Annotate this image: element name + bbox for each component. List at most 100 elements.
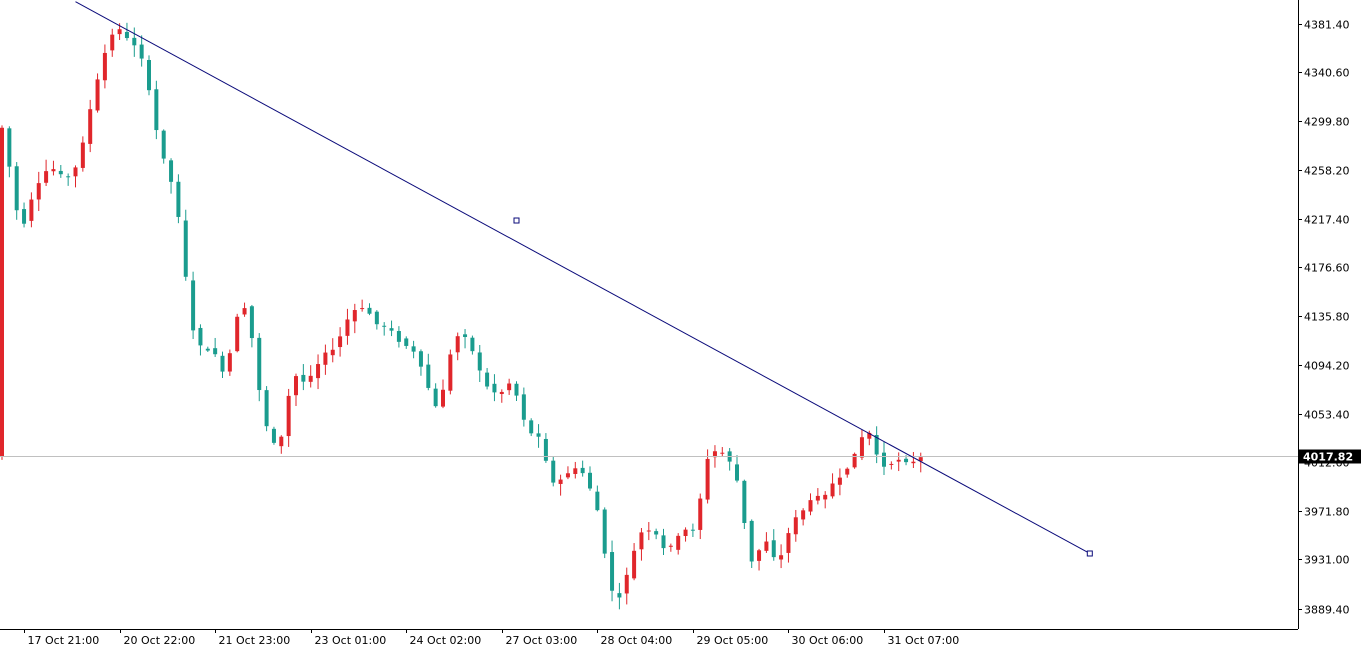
candle-body — [874, 435, 879, 455]
candle-body — [698, 498, 703, 530]
candle-body — [117, 29, 122, 35]
candle-body — [779, 555, 784, 560]
y-axis-ticks: 4381.40 4340.60 4299.80 4258.20 4217.40 4176.… — [1298, 19, 1350, 617]
candle-body — [904, 458, 909, 463]
candle-body — [808, 500, 813, 512]
candle-body — [404, 338, 409, 346]
candle-body — [742, 480, 747, 524]
candle-body — [426, 364, 431, 388]
candle-body — [286, 395, 291, 437]
candle-body — [73, 167, 78, 177]
candle-body — [249, 306, 254, 339]
candle-body — [154, 89, 159, 131]
candle-body — [771, 540, 776, 558]
candle-body — [507, 383, 512, 391]
candle-body — [485, 372, 490, 387]
candle-body — [867, 432, 872, 439]
candle-body — [441, 389, 445, 407]
candle-body — [889, 463, 894, 465]
candle-body — [720, 452, 725, 454]
candle-body — [859, 437, 864, 458]
candle-body — [29, 199, 34, 221]
candle-body — [639, 532, 644, 550]
candle-body — [110, 34, 115, 51]
y-tick-label: 4258.20 — [1304, 165, 1350, 178]
y-tick-label: 3971.80 — [1304, 506, 1350, 519]
candle-body — [492, 383, 497, 393]
x-tick-label: 20 Oct 22:00 — [124, 634, 196, 647]
candle-body — [323, 352, 328, 365]
candle-body — [543, 438, 548, 461]
candle-body — [147, 60, 151, 91]
candle-body — [198, 327, 203, 346]
candle-body — [0, 127, 4, 457]
candle-body — [279, 436, 284, 447]
y-tick-label: 4135.80 — [1304, 311, 1350, 324]
candle-body — [690, 529, 695, 531]
candle-body — [624, 574, 629, 594]
candle-body — [396, 331, 401, 342]
candle-body — [345, 319, 350, 336]
candle-body — [411, 346, 416, 352]
candle-body — [308, 375, 313, 382]
x-tick-label: 27 Oct 03:00 — [506, 634, 578, 647]
candle-body — [220, 355, 225, 372]
candle-body — [712, 451, 717, 458]
candle-body — [338, 336, 343, 348]
candle-series — [0, 22, 923, 610]
candle-body — [882, 452, 886, 467]
trendline-anchor-handle[interactable] — [513, 217, 520, 224]
candle-body — [374, 311, 379, 325]
candle-body — [124, 31, 129, 39]
x-axis-ticks: 17 Oct 21:00 20 Oct 22:00 21 Oct 23:00 23 O… — [24, 629, 959, 647]
candle-body — [448, 354, 453, 391]
candle-body — [580, 467, 585, 474]
candle-body — [66, 176, 71, 178]
candle-body — [793, 517, 798, 535]
trendline-anchor-handle[interactable] — [1086, 550, 1093, 557]
y-tick-label: 4053.40 — [1304, 409, 1350, 422]
candle-body — [301, 374, 306, 382]
candle-body — [257, 337, 262, 391]
candle-body — [595, 491, 600, 511]
trendline-group[interactable] — [75, 1, 1093, 557]
candle-body — [470, 337, 475, 352]
candle-body — [573, 468, 578, 474]
candle-body — [749, 520, 754, 562]
candle-body — [213, 348, 218, 355]
candle-body — [7, 128, 12, 167]
candle-body — [823, 494, 828, 500]
current-price-tag: 4017.82 — [1299, 449, 1361, 464]
candle-body — [235, 316, 240, 352]
candle-body — [102, 52, 107, 81]
candle-body — [668, 545, 673, 547]
trendline[interactable] — [75, 1, 1091, 554]
candle-body — [139, 44, 144, 59]
candle-body — [205, 348, 210, 351]
candle-body — [735, 464, 739, 481]
y-tick-label: 4217.40 — [1304, 214, 1350, 227]
candle-body — [617, 593, 622, 598]
candle-body — [852, 453, 857, 468]
candle-body — [169, 160, 174, 182]
candle-body — [801, 510, 806, 520]
candle-body — [896, 459, 901, 462]
candle-body — [683, 529, 688, 537]
x-tick-label: 28 Oct 04:00 — [601, 634, 673, 647]
candle-body — [536, 433, 541, 437]
candle-body — [132, 37, 137, 46]
candle-body — [676, 535, 681, 550]
candle-body — [44, 171, 49, 183]
candle-body — [161, 130, 166, 159]
candle-body — [227, 353, 232, 372]
candle-body — [845, 468, 850, 475]
current-price-tag-background — [1299, 449, 1361, 464]
candle-body — [654, 531, 659, 535]
candle-body — [382, 325, 387, 327]
y-tick-label: 3889.40 — [1304, 604, 1350, 617]
candle-body — [551, 460, 556, 483]
candle-body — [51, 169, 56, 172]
candle-body — [911, 461, 916, 464]
